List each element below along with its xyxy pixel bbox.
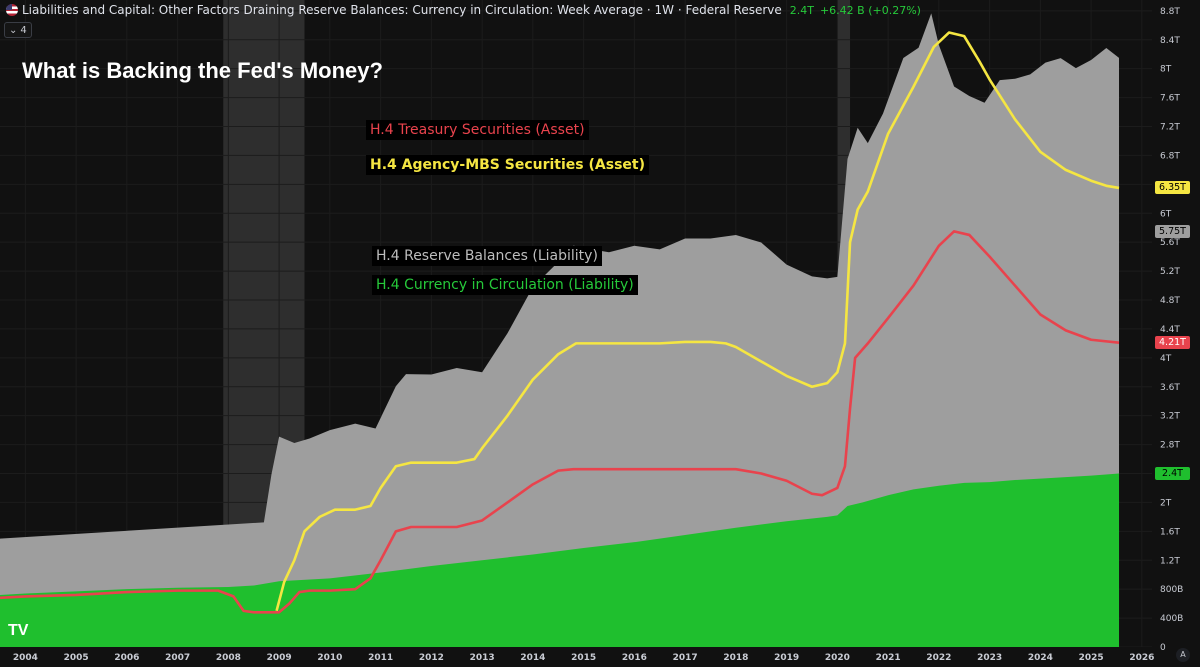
price-tag-currency: 2.4T: [1155, 467, 1190, 480]
chevron-down-icon: ⌄: [9, 24, 18, 36]
x-tick-label: 2012: [419, 653, 444, 663]
y-tick-label: 5.6T: [1160, 238, 1180, 248]
time-axis-bg[interactable]: [0, 647, 1200, 667]
auto-scale-button[interactable]: A: [1176, 648, 1190, 662]
us-flag-icon: [6, 4, 18, 16]
treasury-securities-line: [0, 230, 1120, 614]
legend-label: H.4 Treasury Securities (Asset): [370, 122, 585, 138]
last-value: 2.4T: [789, 3, 814, 17]
indicator-count: 4: [20, 24, 27, 36]
x-tick-label: 2007: [165, 653, 190, 663]
y-tick-label: 6T: [1160, 209, 1172, 219]
legend-mbs: H.4 Agency-MBS Securities (Asset): [366, 155, 649, 175]
y-tick-label: 2T: [1160, 498, 1172, 508]
collapse-indicators-button[interactable]: ⌄ 4: [4, 22, 32, 38]
y-tick-label: 3.6T: [1160, 383, 1180, 393]
y-tick-label: 1.2T: [1160, 556, 1180, 566]
y-tick-label: 7.2T: [1160, 123, 1180, 133]
legend-currency: H.4 Currency in Circulation (Liability): [372, 275, 638, 295]
y-tick-label: 4.4T: [1160, 325, 1180, 335]
price-tag-mbs: 6.35T: [1155, 181, 1190, 195]
x-tick-label: 2024: [1028, 653, 1053, 663]
price-axis-bg[interactable]: [1152, 0, 1200, 647]
x-tick-label: 2004: [13, 653, 38, 663]
y-tick-label: 2.8T: [1160, 441, 1180, 451]
time-axis[interactable]: 2004 2005 2006 2007 2008 2009 2010 2011 2012 2013…: [13, 653, 1155, 663]
y-tick-label: 8.8T: [1160, 7, 1180, 17]
area-series: [0, 13, 1120, 648]
x-tick-label: 2018: [723, 653, 748, 663]
tradingview-logo[interactable]: TV: [8, 622, 29, 639]
y-tick-label: 0: [1160, 643, 1166, 653]
y-tick-label: 8T: [1160, 65, 1172, 75]
x-tick-label: 2015: [571, 653, 596, 663]
x-tick-label: 2008: [216, 653, 241, 663]
y-tick-label: 8.4T: [1160, 36, 1180, 46]
x-tick-label: 2019: [774, 653, 799, 663]
y-tick-label: 4.8T: [1160, 296, 1180, 306]
y-tick-label: 3.2T: [1160, 412, 1180, 422]
x-tick-label: 2023: [977, 653, 1002, 663]
y-tick-label: 400B: [1160, 614, 1183, 624]
series-title[interactable]: Liabilities and Capital: Other Factors D…: [22, 3, 782, 17]
x-tick-label: 2020: [825, 653, 850, 663]
price-tag-treasury: 4.21T: [1155, 336, 1190, 350]
y-tick-label: 6.8T: [1160, 151, 1180, 161]
x-tick-label: 2022: [926, 653, 951, 663]
x-tick-label: 2009: [267, 653, 292, 663]
chart-annotation-title: What is Backing the Fed's Money?: [22, 58, 383, 83]
price-tag-reserves: 5.75T: [1155, 224, 1190, 238]
x-tick-label: 2013: [470, 653, 495, 663]
reserve-balances-area: [0, 13, 1120, 648]
x-tick-label: 2016: [622, 653, 647, 663]
y-tick-label: 4T: [1160, 354, 1172, 364]
y-tick-label: 1.6T: [1160, 527, 1180, 537]
line-series: [0, 31, 1120, 614]
y-tick-label: 800B: [1160, 585, 1183, 595]
x-tick-label: 2014: [520, 653, 545, 663]
x-tick-label: 2025: [1079, 653, 1104, 663]
symbol-header: Liabilities and Capital: Other Factors D…: [0, 0, 1152, 20]
legend-label: H.4 Agency-MBS Securities (Asset): [370, 157, 645, 173]
x-tick-label: 2010: [317, 653, 342, 663]
x-tick-label: 2011: [368, 653, 393, 663]
y-tick-label: 5.2T: [1160, 267, 1180, 277]
legend-label: H.4 Reserve Balances (Liability): [376, 248, 598, 264]
x-tick-label: 2017: [673, 653, 698, 663]
y-tick-label: 7.6T: [1160, 94, 1180, 104]
x-tick-label: 2005: [64, 653, 89, 663]
legend-treasury: H.4 Treasury Securities (Asset): [366, 120, 589, 140]
legend-reserves: H.4 Reserve Balances (Liability): [372, 246, 602, 266]
legend-label: H.4 Currency in Circulation (Liability): [376, 277, 634, 293]
x-tick-label: 2006: [114, 653, 139, 663]
x-tick-label: 2026: [1129, 653, 1154, 663]
change-value: +6.42 B (+0.27%): [819, 3, 921, 17]
x-tick-label: 2021: [876, 653, 901, 663]
